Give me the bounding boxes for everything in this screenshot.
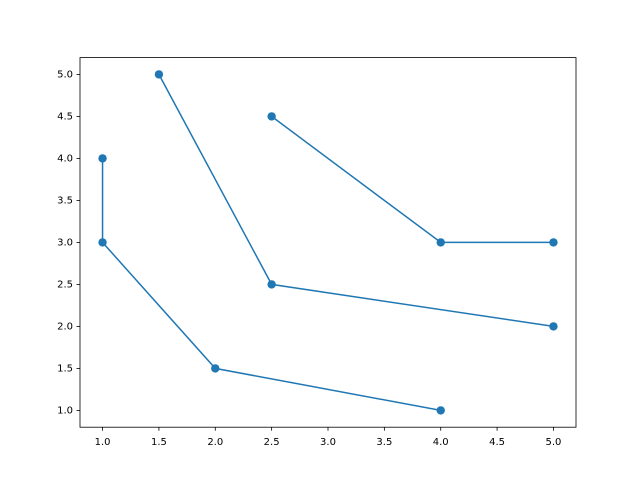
plot-frame [79,57,577,428]
x-tick-label: 4.0 [433,437,449,448]
y-tick-label: 2.5 [57,279,73,290]
line [101,158,441,412]
x-tick-label: 5.0 [546,437,562,448]
y-tick-label: 4.5 [57,111,73,122]
marker [549,322,558,331]
marker [436,406,445,415]
marker [549,238,558,247]
x-tick-label: 3.5 [376,437,392,448]
marker [436,238,445,247]
y-tick-label: 3.5 [57,195,73,206]
y-tick-label: 3.0 [57,237,73,248]
marker [98,154,107,163]
y-tick-label: 1.5 [57,363,73,374]
x-tick-label: 1.0 [95,437,111,448]
marker [154,70,164,79]
y-tick-label: 2.0 [57,321,73,332]
x-tick-label: 1.5 [151,437,167,448]
marker [211,364,220,373]
x-tick-label: 3.0 [320,437,336,448]
marker [98,238,107,247]
marker [267,280,276,289]
x-tick-label: 2.0 [207,437,223,448]
y-tick-label: 5.0 [57,69,73,80]
x-tick-label: 2.5 [264,437,280,448]
y-tick-label: 4.0 [57,153,73,164]
y-tick-label: 1.0 [57,405,73,416]
x-tick-label: 4.5 [489,437,505,448]
marker [267,112,276,121]
